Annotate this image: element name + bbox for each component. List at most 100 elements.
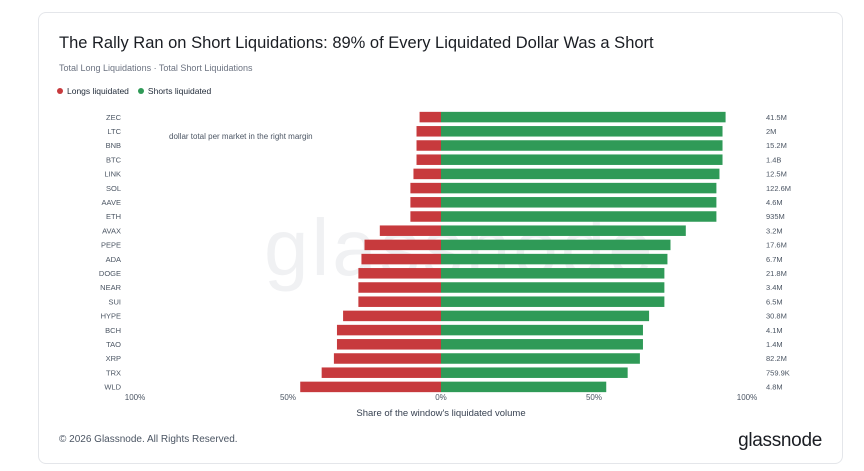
category-label-sui: SUI xyxy=(108,297,121,306)
legend-label-longs: Longs liquidated xyxy=(67,86,129,96)
bar-shorts-wld[interactable] xyxy=(441,381,607,393)
x-tick-4: 100% xyxy=(737,393,757,402)
bar-shorts-doge[interactable] xyxy=(441,268,665,279)
total-label-ada: 6.7M xyxy=(766,255,783,264)
bar-shorts-zec[interactable] xyxy=(441,111,726,123)
total-label-trx: 759.9K xyxy=(766,368,790,377)
bar-shorts-sol[interactable] xyxy=(441,182,717,194)
category-label-xrp: XRP xyxy=(106,354,121,363)
bar-longs-sol[interactable] xyxy=(410,182,441,194)
category-label-doge: DOGE xyxy=(99,269,121,278)
brand-logo[interactable]: glassnode xyxy=(738,430,822,451)
bar-shorts-trx[interactable] xyxy=(441,367,628,378)
legend-dot-shorts xyxy=(137,88,144,94)
bar-longs-btc[interactable] xyxy=(416,154,441,165)
bar-shorts-btc[interactable] xyxy=(441,154,723,165)
total-label-link: 12.5M xyxy=(766,170,787,179)
total-label-near: 3.4M xyxy=(766,283,783,292)
bar-longs-tao[interactable] xyxy=(336,339,441,350)
category-label-ada: ADA xyxy=(106,255,121,264)
legend-item-shorts[interactable]: Shorts liquidated xyxy=(137,86,212,96)
total-label-doge: 21.8M xyxy=(766,269,787,278)
category-label-hype: HYPE xyxy=(101,312,121,321)
bar-longs-ada[interactable] xyxy=(361,253,441,265)
category-label-zec: ZEC xyxy=(106,113,122,122)
bar-longs-eth[interactable] xyxy=(410,211,441,222)
bar-longs-hype[interactable] xyxy=(343,310,441,322)
category-label-bnb: BNB xyxy=(106,141,121,150)
total-label-xrp: 82.2M xyxy=(766,354,787,363)
category-labels-layer: ZEC LTC BNB BTC LINK SOL AAVE ETH AVAX PEPE ADA DOG… xyxy=(99,113,122,392)
bar-shorts-sui[interactable] xyxy=(441,296,665,307)
category-label-near: NEAR xyxy=(100,283,121,292)
x-tick-1: 50% xyxy=(280,393,296,402)
bar-longs-near[interactable] xyxy=(358,282,441,293)
bar-shorts-ltc[interactable] xyxy=(441,126,723,137)
category-label-wld: WLD xyxy=(104,383,121,392)
bar-chart: glassnode ZECLTCBNBBTCLINKSOLAAVEETHAVAX… xyxy=(99,111,791,419)
category-label-sol: SOL xyxy=(106,184,121,193)
x-tick-3: 50% xyxy=(586,393,602,402)
total-label-wld: 4.8M xyxy=(766,383,783,392)
bar-longs-pepe[interactable] xyxy=(364,239,442,251)
category-label-tao: TAO xyxy=(106,340,121,349)
bar-shorts-pepe[interactable] xyxy=(441,239,671,251)
bar-shorts-near[interactable] xyxy=(441,282,665,293)
total-label-tao: 1.4M xyxy=(766,340,783,349)
total-label-hype: 30.8M xyxy=(766,312,787,321)
bar-longs-trx[interactable] xyxy=(321,367,441,378)
chart-card: The Rally Ran on Short Liquidations: 89%… xyxy=(38,12,843,464)
bar-longs-aave[interactable] xyxy=(410,197,441,208)
bar-shorts-avax[interactable] xyxy=(441,225,686,236)
bar-longs-link[interactable] xyxy=(413,168,441,180)
total-label-zec: 41.5M xyxy=(766,113,787,122)
bar-longs-wld[interactable] xyxy=(300,381,441,393)
chart-subtitle: Total Long Liquidations · Total Short Li… xyxy=(59,63,253,73)
bar-longs-bnb[interactable] xyxy=(416,140,441,151)
totals-layer: 41.5M 2M 15.2M 1.4B 12.5M 122.6M 4.6M 935M 3.2M 1… xyxy=(766,113,791,392)
category-label-avax: AVAX xyxy=(102,226,121,235)
total-label-eth: 935M xyxy=(766,212,785,221)
bar-longs-doge[interactable] xyxy=(358,268,441,279)
bar-longs-ltc[interactable] xyxy=(416,126,441,137)
legend-label-shorts: Shorts liquidated xyxy=(147,86,212,96)
category-label-link: LINK xyxy=(104,170,121,179)
bar-shorts-hype[interactable] xyxy=(441,310,650,322)
legend-dot-longs xyxy=(57,88,63,94)
legend: Longs liquidated Shorts liquidated xyxy=(57,86,211,96)
x-tick-0: 100% xyxy=(125,393,145,402)
bar-shorts-bnb[interactable] xyxy=(441,140,723,151)
chart-title: The Rally Ran on Short Liquidations: 89%… xyxy=(59,34,654,52)
bar-shorts-link[interactable] xyxy=(441,168,720,180)
bar-shorts-xrp[interactable] xyxy=(441,353,640,364)
legend-item-longs[interactable]: Longs liquidated xyxy=(57,86,129,96)
bar-shorts-ada[interactable] xyxy=(441,253,668,265)
bar-longs-avax[interactable] xyxy=(379,225,441,236)
total-label-avax: 3.2M xyxy=(766,226,783,235)
total-label-sui: 6.5M xyxy=(766,297,783,306)
x-tick-2: 0% xyxy=(435,393,447,402)
bar-longs-zec[interactable] xyxy=(419,111,441,123)
bar-shorts-bch[interactable] xyxy=(441,324,643,336)
bar-longs-bch[interactable] xyxy=(336,324,441,336)
bar-shorts-aave[interactable] xyxy=(441,197,717,208)
total-label-btc: 1.4B xyxy=(766,155,781,164)
total-label-sol: 122.6M xyxy=(766,184,791,193)
total-label-bch: 4.1M xyxy=(766,326,783,335)
bar-longs-sui[interactable] xyxy=(358,296,441,307)
total-label-pepe: 17.6M xyxy=(766,241,787,250)
bar-shorts-eth[interactable] xyxy=(441,211,717,222)
category-label-btc: BTC xyxy=(106,155,122,164)
category-label-pepe: PEPE xyxy=(101,241,121,250)
total-label-ltc: 2M xyxy=(766,127,776,136)
x-axis-ticks-layer: 100% 50% 0% 50% 100% xyxy=(125,393,757,402)
category-label-trx: TRX xyxy=(106,368,121,377)
x-axis-title: Share of the window's liquidated volume xyxy=(356,408,525,419)
category-label-ltc: LTC xyxy=(107,127,121,136)
category-label-bch: BCH xyxy=(105,326,121,335)
category-label-aave: AAVE xyxy=(102,198,121,207)
bar-shorts-tao[interactable] xyxy=(441,339,643,350)
copyright-text: © 2026 Glassnode. All Rights Reserved. xyxy=(59,434,238,445)
category-label-eth: ETH xyxy=(106,212,121,221)
bar-longs-xrp[interactable] xyxy=(333,353,441,364)
